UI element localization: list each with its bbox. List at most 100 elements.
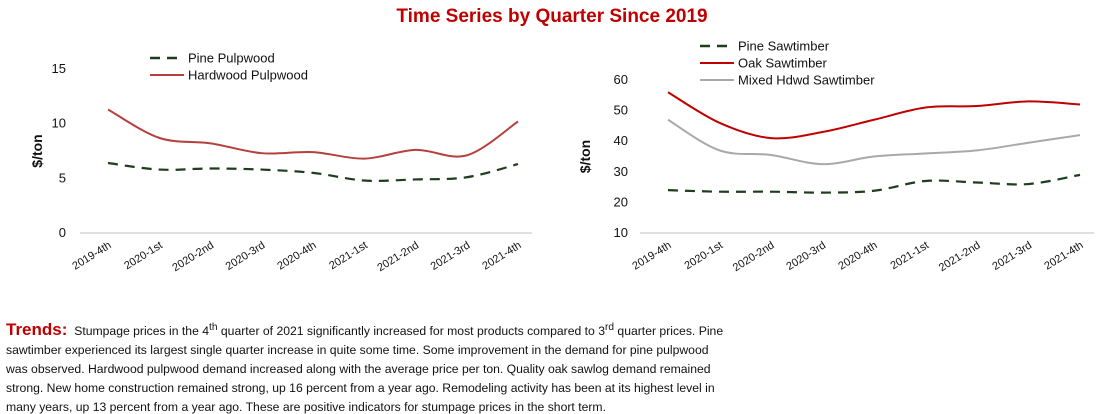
- y-tick-label: 0: [59, 225, 66, 240]
- series-line-hardwood-pulpwood: [107, 108, 519, 160]
- page-title: Time Series by Quarter Since 2019: [396, 6, 708, 27]
- data-point: [975, 148, 979, 152]
- x-tick-label: 2021-4th: [1042, 239, 1085, 272]
- y-tick-label: 30: [614, 164, 628, 179]
- data-point: [106, 161, 110, 165]
- trends-text-1b: quarter of 2021 significantly increased …: [217, 324, 605, 339]
- x-tick-label: 2021-1st: [327, 239, 370, 272]
- data-point: [362, 157, 366, 161]
- y-tick-label: 10: [614, 225, 628, 240]
- y-axis-label: $/ton: [29, 134, 45, 167]
- data-point: [1027, 99, 1031, 103]
- y-tick-label: 10: [52, 116, 66, 131]
- x-tick-label: 2021-4th: [480, 239, 523, 272]
- data-point: [157, 136, 161, 140]
- y-tick-label: 50: [614, 103, 628, 118]
- legend-label: Hardwood Pulpwood: [188, 68, 308, 83]
- x-tick-label: 2021-2nd: [375, 239, 421, 274]
- x-tick-label: 2020-1st: [122, 239, 165, 272]
- trends-line-1: Trends: Stumpage prices in the 4th quart…: [6, 318, 1104, 341]
- data-point: [924, 151, 928, 155]
- x-tick-label: 2019-4th: [630, 239, 673, 272]
- legend-label: Pine Pulpwood: [188, 51, 275, 66]
- sawtimber-chart: 10 20 30 40 50 60 $/ton 2019-4th 2020-1st 2020-2n…: [577, 39, 1094, 274]
- data-point: [311, 150, 315, 154]
- x-tick-label: 2020-2nd: [731, 239, 777, 274]
- x-tick-label: 2019-4th: [70, 239, 113, 272]
- data-point: [465, 153, 469, 157]
- data-point: [769, 136, 773, 140]
- data-point: [718, 148, 722, 152]
- trends-line-2: sawtimber experienced its largest single…: [6, 343, 709, 358]
- x-tick-label: 2021-2nd: [937, 239, 983, 274]
- data-point: [260, 168, 264, 172]
- data-point: [872, 189, 876, 193]
- data-point: [872, 155, 876, 159]
- data-point: [516, 162, 520, 166]
- data-point: [311, 171, 315, 175]
- y-tick-label: 60: [614, 72, 628, 87]
- data-point: [924, 106, 928, 110]
- trends-line-4: strong. New home construction remained s…: [6, 381, 715, 396]
- x-tick-label: 2021-3rd: [990, 239, 1034, 273]
- data-point: [821, 162, 825, 166]
- data-point: [666, 90, 670, 94]
- x-tick-label: 2021-1st: [888, 239, 931, 272]
- data-point: [666, 188, 670, 192]
- x-tick-label: 2020-4th: [275, 239, 318, 272]
- data-point: [769, 153, 773, 157]
- data-point: [718, 190, 722, 194]
- data-point: [362, 179, 366, 183]
- trends-sup-th: th: [209, 322, 218, 333]
- trends-line-3: was observed. Hardwood pulpwood demand i…: [6, 362, 711, 377]
- data-point: [1078, 173, 1082, 177]
- legend-label: Mixed Hdwd Sawtimber: [738, 73, 875, 88]
- y-tick-label: 40: [614, 133, 628, 148]
- data-point: [106, 107, 110, 111]
- data-point: [260, 151, 264, 155]
- x-tick-label: 2020-4th: [836, 239, 879, 272]
- data-point: [718, 121, 722, 125]
- series-line-mixed-hdwd-sawtimber: [667, 118, 1081, 166]
- x-tick-label: 2021-3rd: [429, 239, 473, 273]
- data-point: [157, 168, 161, 172]
- trends-sup-rd: rd: [605, 322, 615, 333]
- data-point: [414, 148, 418, 152]
- trends-paragraph: Trends: Stumpage prices in the 4th quart…: [6, 318, 1104, 414]
- data-point: [924, 179, 928, 183]
- x-tick-label: 2020-3rd: [224, 239, 268, 273]
- data-point: [821, 130, 825, 134]
- legend-label: Pine Sawtimber: [738, 39, 830, 54]
- trends-text-1c: quarter prices. Pine: [614, 324, 724, 339]
- data-point: [821, 191, 825, 195]
- data-point: [516, 119, 520, 123]
- y-tick-label: 15: [52, 61, 66, 76]
- series-line-pine-sawtimber: [667, 173, 1081, 194]
- data-point: [769, 190, 773, 194]
- data-point: [1027, 182, 1031, 186]
- data-point: [465, 175, 469, 179]
- data-point: [1078, 133, 1082, 137]
- series-line-pine-pulpwood: [107, 161, 519, 182]
- trends-line-5: many years, up 13 percent from a year ag…: [6, 400, 606, 414]
- data-point: [975, 104, 979, 108]
- y-tick-label: 20: [614, 194, 628, 209]
- legend-label: Oak Sawtimber: [738, 56, 828, 71]
- trends-text-1a: Stumpage prices in the 4: [74, 324, 210, 339]
- trends-label: Trends:: [6, 320, 68, 340]
- data-point: [414, 177, 418, 181]
- data-point: [872, 118, 876, 122]
- data-point: [975, 181, 979, 185]
- data-point: [666, 118, 670, 122]
- series-line-oak-sawtimber: [667, 91, 1081, 140]
- x-tick-label: 2020-2nd: [170, 239, 216, 274]
- data-point: [1078, 102, 1082, 106]
- y-tick-label: 5: [59, 170, 66, 185]
- x-tick-label: 2020-1st: [682, 239, 725, 272]
- data-point: [209, 166, 213, 170]
- y-axis-label: $/ton: [577, 140, 593, 173]
- data-point: [1027, 141, 1031, 145]
- data-point: [209, 141, 213, 145]
- x-tick-label: 2020-3rd: [784, 239, 828, 273]
